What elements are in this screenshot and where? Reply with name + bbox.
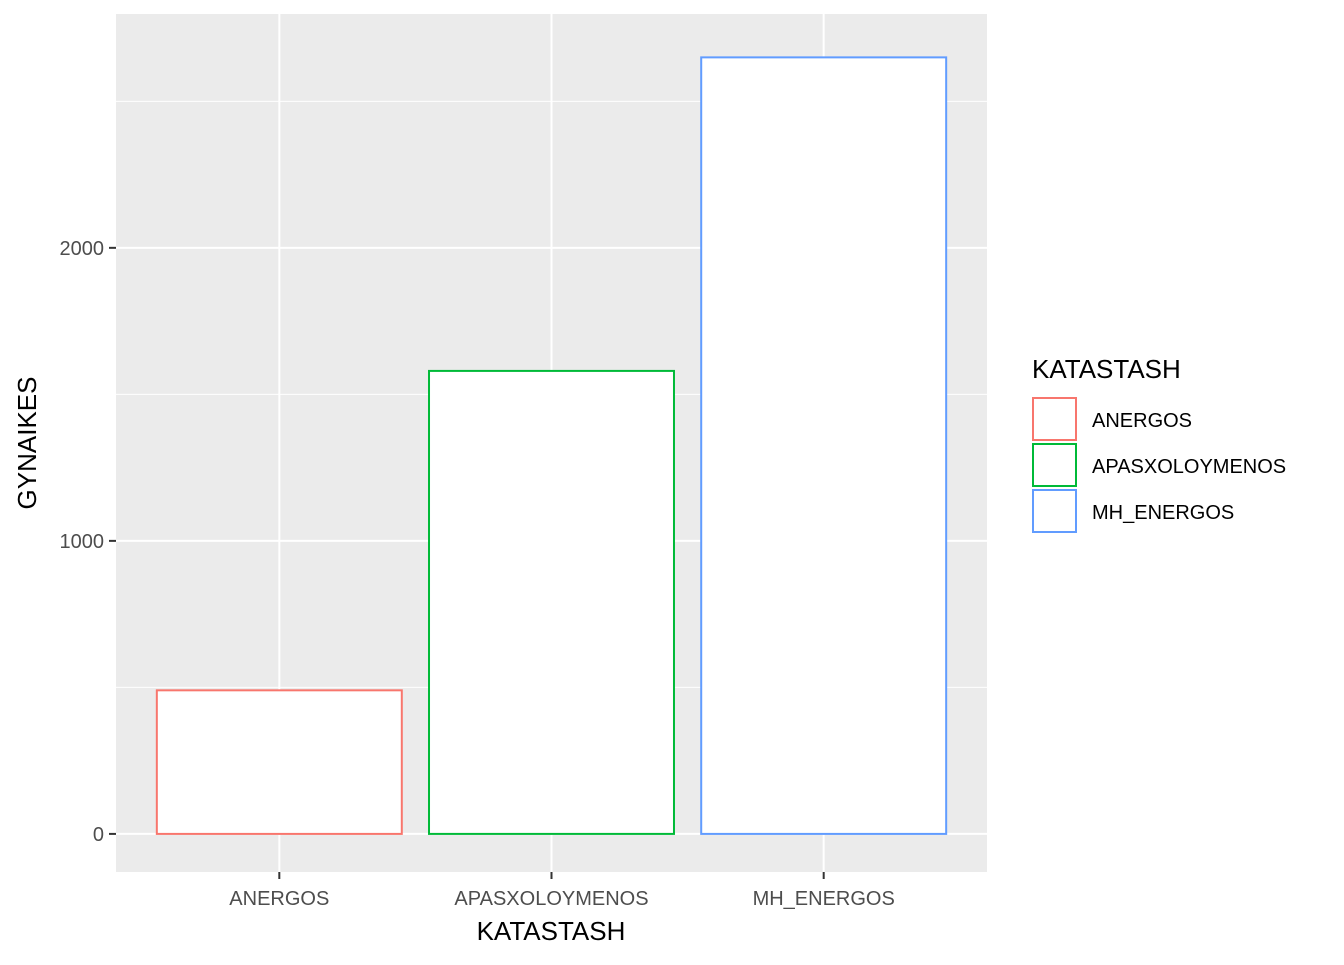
y-tick-label: 0 [93,824,104,846]
legend-key [1032,443,1077,487]
bars [155,56,948,835]
legend-label: APASXOLOYMENOS [1092,456,1286,478]
axes: 0 1000 2000 ANERGOS APASXOLOYMENOS MH_ENERGOS [60,238,895,910]
legend-title: KATASTASH [1032,354,1181,384]
legend-key [1032,489,1077,533]
legend-key [1032,397,1077,441]
y-tick-label: 1000 [60,531,105,553]
x-tick-label: MH_ENERGOS [753,888,895,910]
bar-apasxoloymenos [428,369,675,835]
legend: KATASTASH ANERGOS APASXOLOYMENOS MH_ENERGO… [1032,354,1286,533]
legend-label: ANERGOS [1092,410,1192,432]
bar-anergos [155,689,403,835]
y-tick-label: 2000 [60,238,105,260]
x-tick-label: ANERGOS [229,888,329,910]
y-axis-title: GYNAIKES [12,377,42,510]
bar-mh-energos [700,56,948,835]
legend-label: MH_ENERGOS [1092,502,1234,524]
x-axis-title: KATASTASH [477,916,626,946]
x-tick-label: APASXOLOYMENOS [454,888,648,910]
